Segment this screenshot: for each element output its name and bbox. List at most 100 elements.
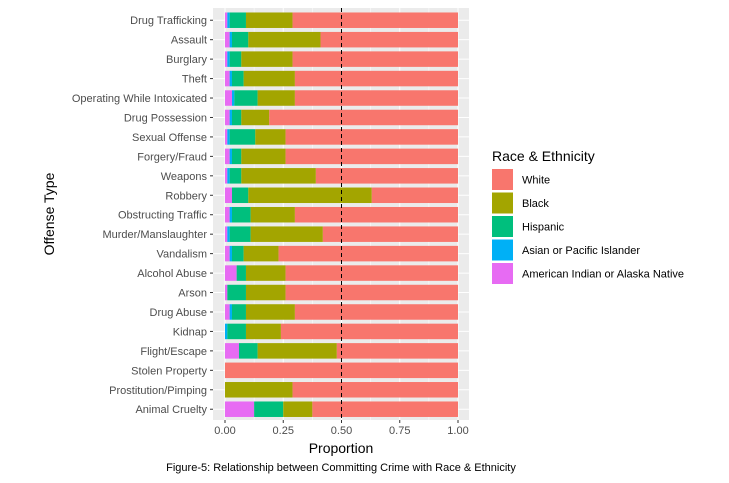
- bar-weapons-asian-or-pacific-islander: [227, 168, 230, 184]
- y-tick-label-sexual-offense: Sexual Offense: [132, 132, 207, 144]
- bar-forgery-fraud-american-indian-or-alaska-native: [225, 148, 230, 165]
- y-tick-labels: Drug Trafficking Assault Burglary Theft Oper…: [72, 15, 213, 416]
- bar-robbery-american-indian-or-alaska-native: [225, 187, 232, 204]
- bar-obstructing-traffic-american-indian-or-alaska-native: [225, 206, 230, 223]
- y-tick-label-drug-trafficking: Drug Trafficking: [130, 15, 207, 27]
- bar-drug-possession-asian-or-pacific-islander: [229, 109, 232, 126]
- legend-label-hispanic: Hispanic: [522, 222, 565, 234]
- bar-flight-escape-white: [336, 343, 458, 359]
- y-tick-label-vandalism: Vandalism: [156, 249, 207, 261]
- bar-drug-trafficking-white: [292, 12, 458, 28]
- y-tick-label-obstructing-traffic: Obstructing Traffic: [118, 210, 208, 222]
- bar-robbery-white: [371, 187, 458, 204]
- y-tick-label-kidnap: Kidnap: [173, 326, 207, 338]
- y-tick-label-theft: Theft: [182, 74, 207, 86]
- y-tick-label-flight-escape: Flight/Escape: [140, 346, 207, 358]
- bar-vandalism-asian-or-pacific-islander: [229, 245, 232, 262]
- bar-operating-while-intoxicated-asian-or-pacific-islander: [231, 90, 235, 106]
- bar-drug-possession-white: [269, 109, 458, 126]
- y-tick-label-forgery-fraud: Forgery/Fraud: [137, 151, 207, 163]
- bar-drug-abuse-american-indian-or-alaska-native: [225, 304, 230, 320]
- bar-arson-black: [245, 284, 286, 301]
- bar-murder-manslaughter-asian-or-pacific-islander: [227, 226, 230, 242]
- bar-murder-manslaughter-american-indian-or-alaska-native: [225, 226, 228, 242]
- bar-robbery-hispanic: [231, 187, 249, 204]
- x-tick-label: 0.50: [331, 425, 352, 437]
- bar-flight-escape-american-indian-or-alaska-native: [225, 343, 239, 359]
- y-tick-label-operating-while-intoxicated: Operating While Intoxicated: [72, 93, 207, 105]
- bar-assault-white: [320, 31, 458, 48]
- bar-assault-american-indian-or-alaska-native: [225, 31, 230, 48]
- bar-burglary-black: [241, 51, 293, 67]
- x-tick-label: 0.00: [214, 425, 235, 437]
- bar-drug-trafficking-american-indian-or-alaska-native: [225, 12, 228, 28]
- y-tick-label-weapons: Weapons: [161, 171, 208, 183]
- bar-animal-cruelty-black: [283, 401, 313, 417]
- y-tick-label-burglary: Burglary: [166, 54, 207, 66]
- legend-key-white: [492, 169, 513, 190]
- legend-label-american-indian-or-alaska-native: American Indian or Alaska Native: [522, 269, 684, 281]
- bar-burglary-american-indian-or-alaska-native: [225, 51, 228, 67]
- bar-forgery-fraud-hispanic: [231, 148, 242, 165]
- y-tick-label-prostitution-pimping: Prostitution/Pimping: [109, 385, 207, 397]
- bar-vandalism-american-indian-or-alaska-native: [225, 245, 230, 262]
- bar-theft-black: [243, 70, 295, 87]
- bar-burglary-white: [292, 51, 458, 67]
- y-tick-label-drug-abuse: Drug Abuse: [150, 307, 207, 319]
- bar-sexual-offense-asian-or-pacific-islander: [227, 129, 230, 145]
- bar-burglary-asian-or-pacific-islander: [227, 51, 230, 67]
- x-tick-labels: 0.00 0.25 0.50 0.75 1.00: [214, 420, 469, 437]
- bar-animal-cruelty-hispanic: [254, 401, 284, 417]
- bar-theft-american-indian-or-alaska-native: [225, 70, 230, 87]
- bar-forgery-fraud-black: [241, 148, 286, 165]
- bar-alcohol-abuse-black: [245, 265, 286, 281]
- bar-animal-cruelty-american-indian-or-alaska-native: [225, 401, 255, 417]
- legend: Race & Ethnicity White Black Hispanic Asian…: [492, 148, 684, 284]
- bar-weapons-hispanic: [229, 168, 242, 184]
- bar-kidnap-hispanic: [227, 323, 246, 340]
- bar-assault-asian-or-pacific-islander: [229, 31, 232, 48]
- bar-sexual-offense-hispanic: [229, 129, 256, 145]
- bar-animal-cruelty-white: [312, 401, 458, 417]
- bar-forgery-fraud-white: [285, 148, 458, 165]
- bar-assault-hispanic: [231, 31, 249, 48]
- bar-kidnap-asian-or-pacific-islander: [225, 323, 228, 340]
- bar-obstructing-traffic-asian-or-pacific-islander: [229, 206, 232, 223]
- bar-operating-while-intoxicated-white: [294, 90, 458, 106]
- bar-weapons-american-indian-or-alaska-native: [225, 168, 228, 184]
- bar-burglary-hispanic: [229, 51, 242, 67]
- bar-sexual-offense-black: [255, 129, 286, 145]
- y-tick-label-stolen-property: Stolen Property: [131, 365, 207, 377]
- y-tick-label-arson: Arson: [178, 288, 207, 300]
- bar-arson-white: [285, 284, 458, 301]
- bar-drug-trafficking-hispanic: [229, 12, 246, 28]
- bar-sexual-offense-american-indian-or-alaska-native: [225, 129, 228, 145]
- bar-drug-abuse-hispanic: [231, 304, 246, 320]
- y-tick-label-murder-manslaughter: Murder/Manslaughter: [102, 229, 207, 241]
- y-tick-label-assault: Assault: [171, 35, 207, 47]
- bar-operating-while-intoxicated-american-indian-or-alaska-native: [225, 90, 232, 106]
- bar-prostitution-pimping-black: [225, 382, 293, 398]
- y-tick-label-alcohol-abuse: Alcohol Abuse: [137, 268, 207, 280]
- bar-flight-escape-black: [257, 343, 337, 359]
- bar-weapons-black: [241, 168, 316, 184]
- bar-kidnap-white: [280, 323, 458, 340]
- bar-drug-trafficking-black: [245, 12, 293, 28]
- bar-drug-abuse-black: [245, 304, 295, 320]
- bar-arson-american-indian-or-alaska-native: [225, 284, 228, 301]
- bar-murder-manslaughter-white: [322, 226, 458, 242]
- bar-drug-trafficking-asian-or-pacific-islander: [227, 12, 230, 28]
- bar-prostitution-pimping-white: [292, 382, 458, 398]
- bar-sexual-offense-white: [285, 129, 458, 145]
- bar-obstructing-traffic-black: [250, 206, 295, 223]
- bar-murder-manslaughter-black: [250, 226, 323, 242]
- bar-drug-abuse-white: [294, 304, 458, 320]
- bar-stolen-property-white: [225, 362, 458, 379]
- legend-label-white: White: [522, 175, 550, 187]
- legend-title: Race & Ethnicity: [492, 148, 595, 164]
- bar-theft-asian-or-pacific-islander: [229, 70, 232, 87]
- y-tick-label-drug-possession: Drug Possession: [124, 112, 207, 124]
- x-tick-label: 0.25: [273, 425, 294, 437]
- bar-weapons-white: [315, 168, 458, 184]
